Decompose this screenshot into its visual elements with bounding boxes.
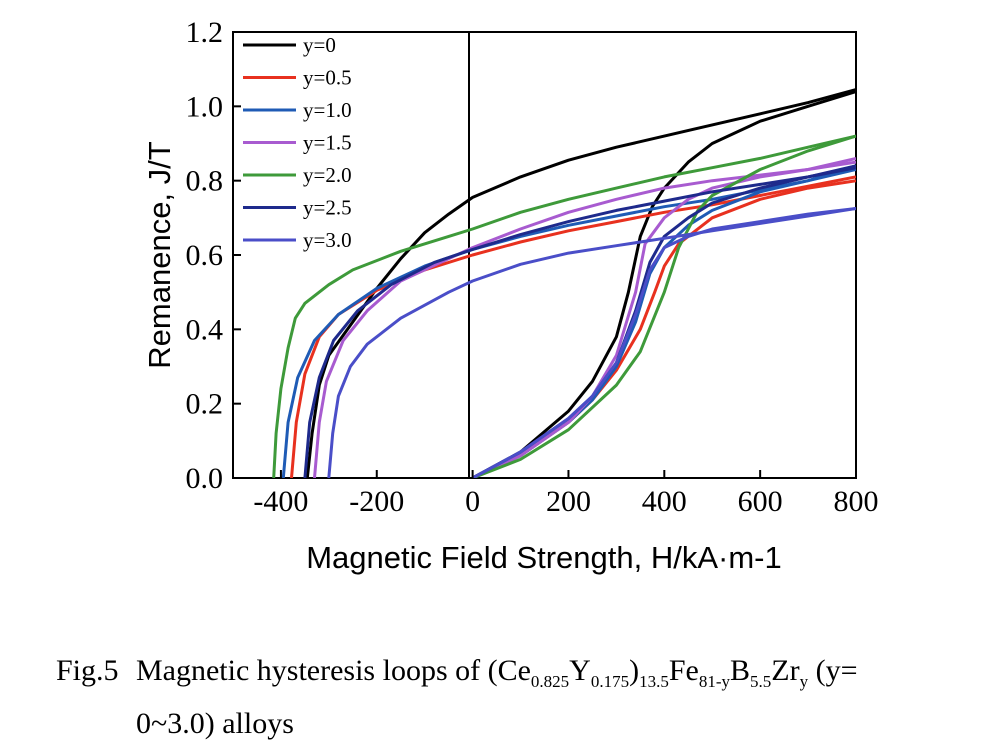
legend-label: y=0 <box>303 33 336 57</box>
x-tick-label: -200 <box>349 485 404 518</box>
caption-line-2: 0~3.0) alloys <box>136 707 294 740</box>
x-tick-label: 0 <box>465 485 480 518</box>
hysteresis-chart: -400 -200 0 200 400 600 800 0.0 0.2 0.4 0.6 0.8 1.0 1… <box>142 16 879 575</box>
legend: y=0 y=0.5 y=1.0 y=1.5 y=2.0 y=2.5 y=3.0 <box>243 33 352 252</box>
series-line-demag <box>272 134 856 478</box>
caption-fig-label: Fig.5 <box>56 654 119 687</box>
y-tick-label: 0.4 <box>186 313 224 346</box>
y-tick-label: 1.2 <box>186 16 224 49</box>
legend-label: y=0.5 <box>303 66 352 90</box>
figure-caption: Fig.5 Magnetic hysteresis loops of (Ce0.8… <box>56 650 991 745</box>
y-tick-label: 0.2 <box>186 388 224 421</box>
x-tick-label: 200 <box>546 485 591 518</box>
series-line-virgin <box>471 156 856 478</box>
series-line-virgin <box>471 207 856 478</box>
legend-label: y=1.5 <box>303 131 352 155</box>
legend-label: y=3.0 <box>303 228 352 252</box>
series-line-demag <box>313 160 856 478</box>
legend-label: y=1.0 <box>303 98 352 122</box>
x-tick-label: 800 <box>834 485 879 518</box>
x-tick-label: -400 <box>253 485 308 518</box>
y-tick-label: 0.8 <box>186 165 224 198</box>
series-line-demag <box>281 168 856 478</box>
x-axis-title: Magnetic Field Strength, H/kA·m-1 <box>306 540 782 575</box>
y-tick-label: 0.6 <box>186 239 224 272</box>
x-tick-label: 600 <box>738 485 783 518</box>
y-tick-label: 0.0 <box>186 462 224 495</box>
series-line-virgin <box>472 134 856 478</box>
series-line-demag <box>327 207 856 478</box>
y-tick-label: 1.0 <box>186 90 224 123</box>
series-line-virgin <box>471 90 856 478</box>
y-axis-title: Remanence, J/T <box>142 141 177 368</box>
legend-label: y=2.0 <box>303 163 352 187</box>
x-tick-label: 400 <box>642 485 687 518</box>
legend-label: y=2.5 <box>303 196 352 220</box>
series-line-demag <box>303 166 856 478</box>
caption-text: Magnetic hysteresis loops of (Ce0.825Y0.… <box>136 654 858 691</box>
